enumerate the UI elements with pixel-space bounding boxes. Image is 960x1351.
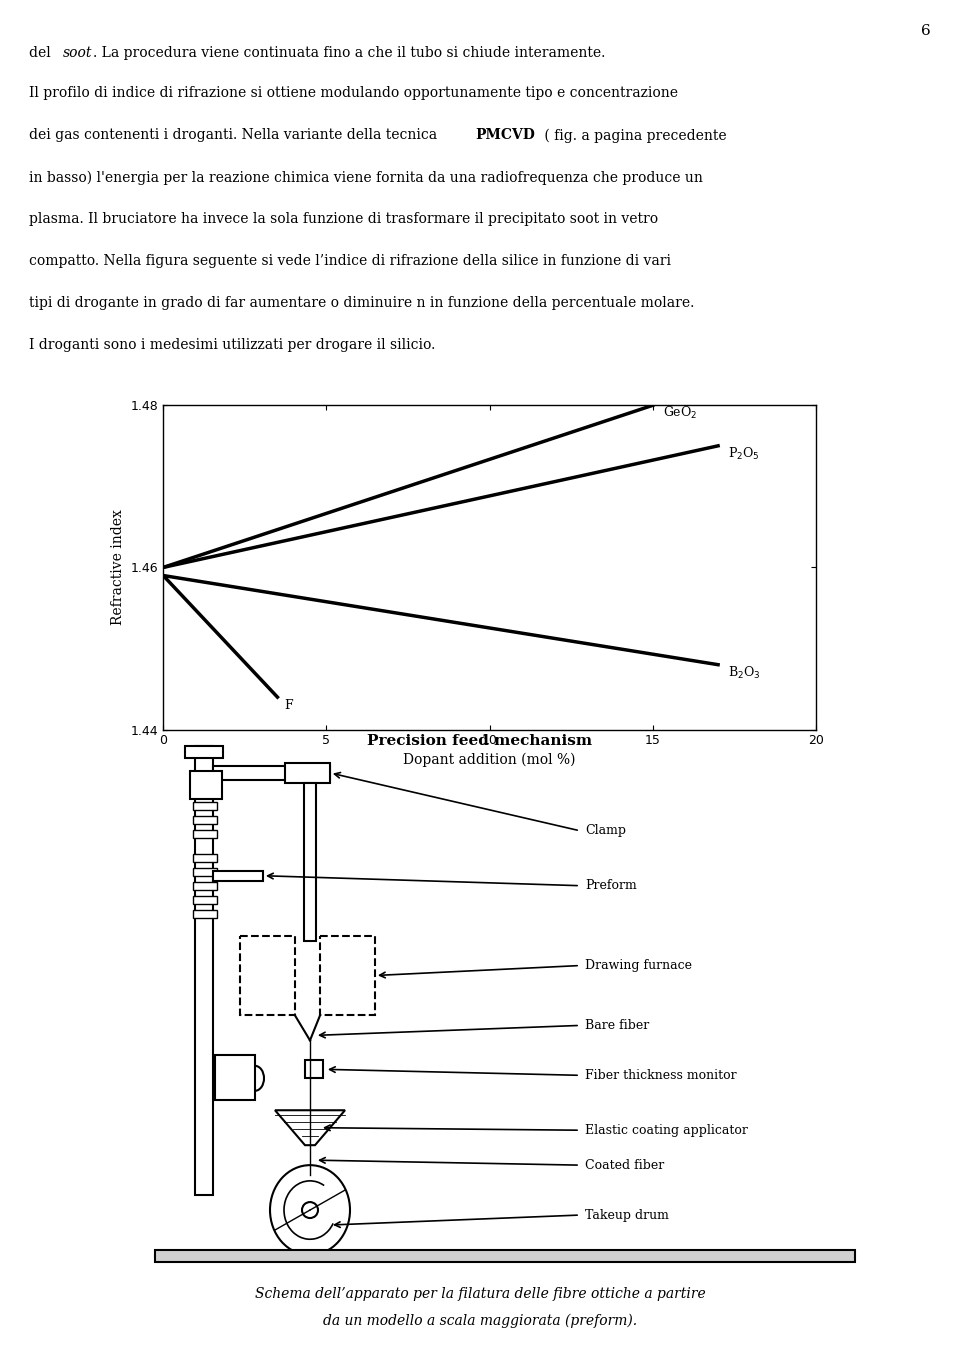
- Text: Coated fiber: Coated fiber: [585, 1159, 664, 1171]
- Text: B$_2$O$_3$: B$_2$O$_3$: [728, 665, 760, 681]
- Circle shape: [302, 1202, 318, 1219]
- Text: plasma. Il bruciatore ha invece la sola funzione di trasformare il precipitato s: plasma. Il bruciatore ha invece la sola …: [29, 212, 658, 227]
- Text: P$_2$O$_5$: P$_2$O$_5$: [728, 446, 759, 462]
- Ellipse shape: [270, 1165, 350, 1255]
- Bar: [213, 871, 263, 881]
- Text: Precision feed mechanism: Precision feed mechanism: [368, 734, 592, 748]
- Y-axis label: Refractive index: Refractive index: [111, 509, 125, 626]
- Bar: [193, 788, 217, 796]
- Text: Il profilo di indice di rifrazione si ottiene modulando opportunamente tipo e co: Il profilo di indice di rifrazione si ot…: [29, 86, 678, 100]
- Bar: [304, 782, 316, 940]
- Text: Preform: Preform: [585, 880, 636, 892]
- Text: F: F: [284, 698, 293, 712]
- Text: compatto. Nella figura seguente si vede l’indice di rifrazione della silice in f: compatto. Nella figura seguente si vede …: [29, 254, 671, 269]
- Bar: [215, 1055, 255, 1100]
- Text: PMCVD: PMCVD: [475, 128, 535, 142]
- Bar: [240, 936, 295, 1016]
- Bar: [185, 746, 223, 758]
- Bar: [193, 854, 217, 862]
- Bar: [193, 882, 217, 890]
- Text: tipi di drogante in grado di far aumentare o diminuire n in funzione della perce: tipi di drogante in grado di far aumenta…: [29, 296, 694, 311]
- X-axis label: Dopant addition (mol %): Dopant addition (mol %): [403, 753, 576, 767]
- Bar: [193, 896, 217, 904]
- Text: 6: 6: [922, 24, 931, 38]
- Text: Drawing furnace: Drawing furnace: [585, 959, 692, 971]
- Bar: [213, 766, 330, 780]
- Text: Fiber thickness monitor: Fiber thickness monitor: [585, 1069, 736, 1082]
- Bar: [190, 771, 222, 798]
- Text: Clamp: Clamp: [585, 824, 626, 838]
- Bar: [193, 867, 217, 875]
- Text: . La procedura viene continuata fino a che il tubo si chiude interamente.: . La procedura viene continuata fino a c…: [93, 46, 606, 61]
- Polygon shape: [275, 1111, 345, 1146]
- Bar: [193, 909, 217, 917]
- Text: GeO$_2$: GeO$_2$: [662, 405, 697, 422]
- Text: Elastic coating applicator: Elastic coating applicator: [585, 1124, 748, 1136]
- Bar: [320, 936, 375, 1016]
- Bar: [305, 1061, 323, 1078]
- Bar: [193, 774, 217, 782]
- Bar: [193, 802, 217, 809]
- Text: ( fig. a pagina precedente: ( fig. a pagina precedente: [540, 128, 726, 143]
- Text: in basso) l'energia per la reazione chimica viene fornita da una radiofrequenza : in basso) l'energia per la reazione chim…: [29, 170, 703, 185]
- Bar: [285, 763, 330, 782]
- Text: Takeup drum: Takeup drum: [585, 1209, 669, 1221]
- Bar: [193, 816, 217, 824]
- Bar: [193, 830, 217, 838]
- Bar: [195, 746, 213, 1196]
- Text: Schema dell’apparato per la filatura delle fibre ottiche a partire: Schema dell’apparato per la filatura del…: [254, 1286, 706, 1301]
- Text: soot: soot: [62, 46, 92, 61]
- Text: Bare fiber: Bare fiber: [585, 1019, 649, 1032]
- Text: I droganti sono i medesimi utilizzati per drogare il silicio.: I droganti sono i medesimi utilizzati pe…: [29, 338, 435, 353]
- Text: da un modello a scala maggiorata (preform).: da un modello a scala maggiorata (prefor…: [323, 1313, 637, 1328]
- Text: dei gas contenenti i droganti. Nella variante della tecnica: dei gas contenenti i droganti. Nella var…: [29, 128, 442, 142]
- Text: del: del: [29, 46, 55, 61]
- Bar: [155, 1250, 855, 1262]
